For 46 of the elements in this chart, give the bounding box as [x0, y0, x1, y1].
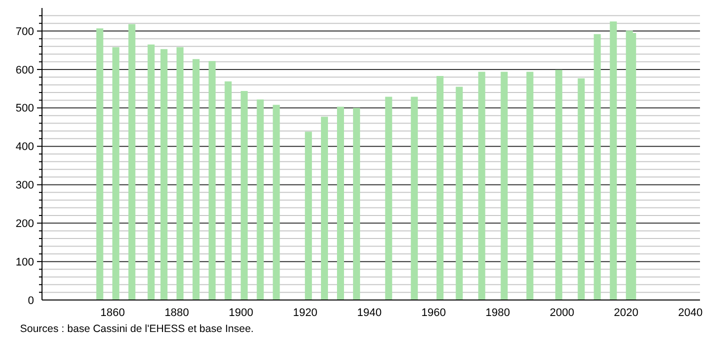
- bar: [337, 106, 344, 300]
- y-tick-label: 200: [16, 218, 34, 230]
- y-tick-label: 600: [16, 64, 34, 76]
- bar: [320, 116, 328, 300]
- y-tick-label: 300: [16, 180, 34, 192]
- bar: [500, 72, 508, 300]
- x-tick-label: 2020: [614, 307, 638, 319]
- bar: [555, 70, 562, 300]
- y-tick-label: 0: [28, 294, 34, 307]
- x-tick-label: 1860: [100, 307, 125, 319]
- bar: [594, 34, 601, 300]
- bar: [304, 132, 312, 300]
- y-tick-label: 400: [16, 141, 34, 154]
- bar: [578, 78, 585, 300]
- bar: [224, 81, 232, 300]
- bar: [176, 47, 184, 300]
- bar: [353, 108, 360, 300]
- bar: [240, 90, 248, 300]
- bar: [128, 24, 136, 300]
- bar: [96, 28, 104, 300]
- source-note: Sources : base Cassini de l'EHESS et base Insee.: [20, 323, 254, 335]
- bar: [610, 21, 617, 300]
- x-tick-label: 1980: [486, 307, 510, 319]
- x-tick-label: 2000: [550, 307, 574, 319]
- x-tick-label: 1940: [357, 307, 382, 319]
- bar: [456, 86, 463, 300]
- bar: [436, 76, 444, 300]
- bar: [410, 96, 418, 300]
- bar: [192, 59, 200, 300]
- y-tick-label: 100: [16, 256, 34, 268]
- bar: [256, 99, 264, 300]
- x-tick-label: 1960: [421, 307, 446, 319]
- bar: [160, 49, 168, 300]
- x-tick-label: 2040: [678, 307, 703, 319]
- bar: [526, 72, 534, 300]
- x-tick-label: 1880: [164, 307, 190, 319]
- x-tick-label: 1920: [292, 307, 318, 319]
- y-tick-label: 700: [16, 26, 34, 38]
- bar: [385, 96, 392, 300]
- bar: [478, 72, 486, 300]
- bar: [272, 104, 280, 300]
- x-tick-label: 1900: [228, 307, 254, 319]
- bar: [112, 47, 120, 300]
- bar: [208, 61, 216, 300]
- y-tick-label: 500: [16, 102, 34, 115]
- bar: [148, 44, 155, 300]
